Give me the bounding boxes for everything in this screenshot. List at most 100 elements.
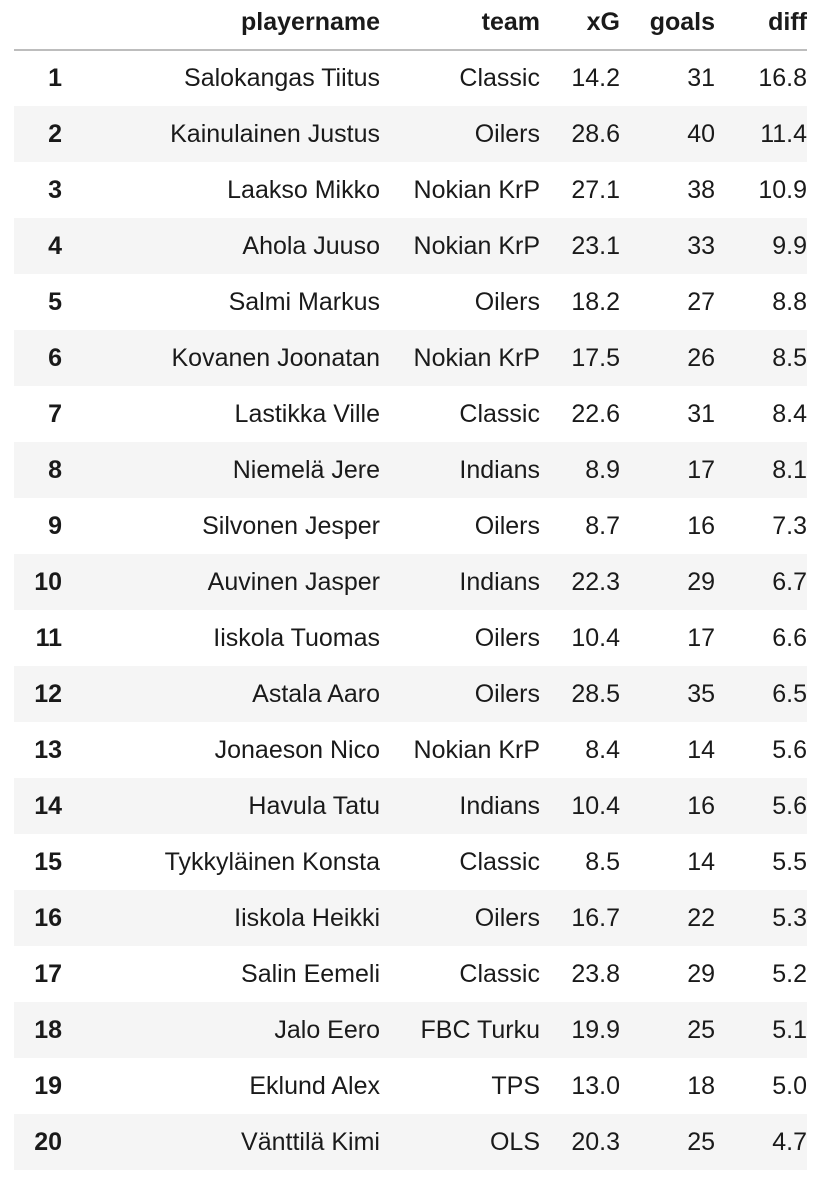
table-row: 7 Lastikka Ville Classic 22.6 31 8.4: [14, 386, 807, 442]
row-index: 2: [48, 119, 62, 148]
cell-playername: Niemelä Jere: [232, 455, 380, 484]
cell-diff: 5.3: [772, 903, 807, 932]
table-header: playername team xG goals diff: [14, 0, 807, 50]
cell-playername: Jalo Eero: [274, 1015, 380, 1044]
cell-xg: 19.9: [571, 1015, 620, 1044]
cell-playername: Vänttilä Kimi: [241, 1127, 380, 1156]
table-row: 19 Eklund Alex TPS 13.0 18 5.0: [14, 1058, 807, 1114]
table-row: 11 Iiskola Tuomas Oilers 10.4 17 6.6: [14, 610, 807, 666]
cell-diff: 5.1: [772, 1015, 807, 1044]
cell-team: Oilers: [474, 287, 540, 316]
table-row: 6 Kovanen Joonatan Nokian KrP 17.5 26 8.5: [14, 330, 807, 386]
row-index: 3: [48, 175, 62, 204]
row-index: 9: [48, 511, 62, 540]
row-index: 8: [48, 455, 62, 484]
cell-team: Nokian KrP: [413, 343, 540, 372]
row-index: 6: [48, 343, 62, 372]
cell-playername: Salmi Markus: [228, 287, 380, 316]
cell-diff: 4.7: [772, 1127, 807, 1156]
cell-goals: 26: [687, 343, 715, 372]
cell-xg: 17.5: [571, 343, 620, 372]
cell-diff: 8.1: [772, 455, 807, 484]
cell-diff: 5.0: [772, 1071, 807, 1100]
table-row: 12 Astala Aaro Oilers 28.5 35 6.5: [14, 666, 807, 722]
table-row: 5 Salmi Markus Oilers 18.2 27 8.8: [14, 274, 807, 330]
cell-goals: 17: [687, 623, 715, 652]
cell-goals: 14: [687, 735, 715, 764]
cell-goals: 35: [687, 679, 715, 708]
cell-goals: 18: [687, 1071, 715, 1100]
table-row: 18 Jalo Eero FBC Turku 19.9 25 5.1: [14, 1002, 807, 1058]
cell-team: Nokian KrP: [413, 175, 540, 204]
cell-team: Indians: [459, 791, 540, 820]
cell-goals: 17: [687, 455, 715, 484]
cell-team: Indians: [459, 455, 540, 484]
cell-diff: 6.7: [772, 567, 807, 596]
cell-goals: 27: [687, 287, 715, 316]
row-index: 4: [48, 231, 62, 260]
cell-xg: 22.6: [571, 399, 620, 428]
cell-playername: Iiskola Heikki: [234, 903, 380, 932]
row-index: 11: [35, 623, 62, 652]
header-playername: playername: [241, 8, 380, 36]
cell-diff: 6.5: [772, 679, 807, 708]
cell-diff: 5.5: [772, 847, 807, 876]
row-index: 17: [34, 959, 62, 988]
cell-goals: 25: [687, 1127, 715, 1156]
cell-team: Nokian KrP: [413, 231, 540, 260]
cell-playername: Salin Eemeli: [241, 959, 380, 988]
table-body: 1 Salokangas Tiitus Classic 14.2 31 16.8 2 Kain…: [14, 50, 807, 1170]
cell-playername: Salokangas Tiitus: [184, 64, 380, 92]
cell-goals: 38: [687, 175, 715, 204]
cell-xg: 10.4: [571, 623, 620, 652]
header-index: [14, 0, 62, 50]
cell-goals: 29: [687, 567, 715, 596]
cell-team: Oilers: [474, 119, 540, 148]
cell-goals: 22: [687, 903, 715, 932]
row-index: 7: [48, 399, 62, 428]
cell-goals: 29: [687, 959, 715, 988]
cell-xg: 22.3: [571, 567, 620, 596]
row-index: 10: [34, 567, 62, 596]
header-xg: xG: [586, 8, 620, 36]
row-index: 20: [34, 1127, 62, 1156]
row-index: 19: [34, 1071, 62, 1100]
cell-diff: 16.8: [758, 64, 807, 92]
cell-diff: 8.8: [772, 287, 807, 316]
cell-team: Indians: [459, 567, 540, 596]
cell-diff: 5.2: [772, 959, 807, 988]
header-goals: goals: [649, 8, 715, 36]
cell-xg: 10.4: [571, 791, 620, 820]
cell-playername: Silvonen Jesper: [202, 511, 380, 540]
cell-team: Classic: [459, 64, 540, 92]
cell-team: Classic: [459, 959, 540, 988]
row-index: 14: [34, 791, 62, 820]
cell-playername: Kainulainen Justus: [170, 119, 380, 148]
cell-playername: Auvinen Jasper: [207, 567, 380, 596]
cell-goals: 14: [687, 847, 715, 876]
table-row: 14 Havula Tatu Indians 10.4 16 5.6: [14, 778, 807, 834]
row-index: 15: [34, 847, 62, 876]
table-row: 9 Silvonen Jesper Oilers 8.7 16 7.3: [14, 498, 807, 554]
table-row: 17 Salin Eemeli Classic 23.8 29 5.2: [14, 946, 807, 1002]
row-index: 12: [34, 679, 62, 708]
table-row: 3 Laakso Mikko Nokian KrP 27.1 38 10.9: [14, 162, 807, 218]
cell-diff: 11.4: [760, 119, 807, 148]
cell-goals: 25: [687, 1015, 715, 1044]
cell-playername: Jonaeson Nico: [214, 735, 380, 764]
cell-xg: 23.8: [571, 959, 620, 988]
cell-diff: 5.6: [772, 791, 807, 820]
table-row: 13 Jonaeson Nico Nokian KrP 8.4 14 5.6: [14, 722, 807, 778]
header-diff: diff: [768, 8, 807, 36]
cell-team: OLS: [489, 1127, 540, 1156]
table-row: 16 Iiskola Heikki Oilers 16.7 22 5.3: [14, 890, 807, 946]
cell-xg: 14.2: [571, 64, 620, 92]
cell-diff: 10.9: [758, 175, 807, 204]
cell-goals: 33: [687, 231, 715, 260]
cell-playername: Ahola Juuso: [242, 231, 380, 260]
cell-team: Nokian KrP: [413, 735, 540, 764]
cell-playername: Tykkyläinen Konsta: [164, 847, 380, 876]
table-row: 1 Salokangas Tiitus Classic 14.2 31 16.8: [14, 50, 807, 106]
cell-goals: 40: [687, 119, 715, 148]
cell-xg: 28.6: [571, 119, 620, 148]
